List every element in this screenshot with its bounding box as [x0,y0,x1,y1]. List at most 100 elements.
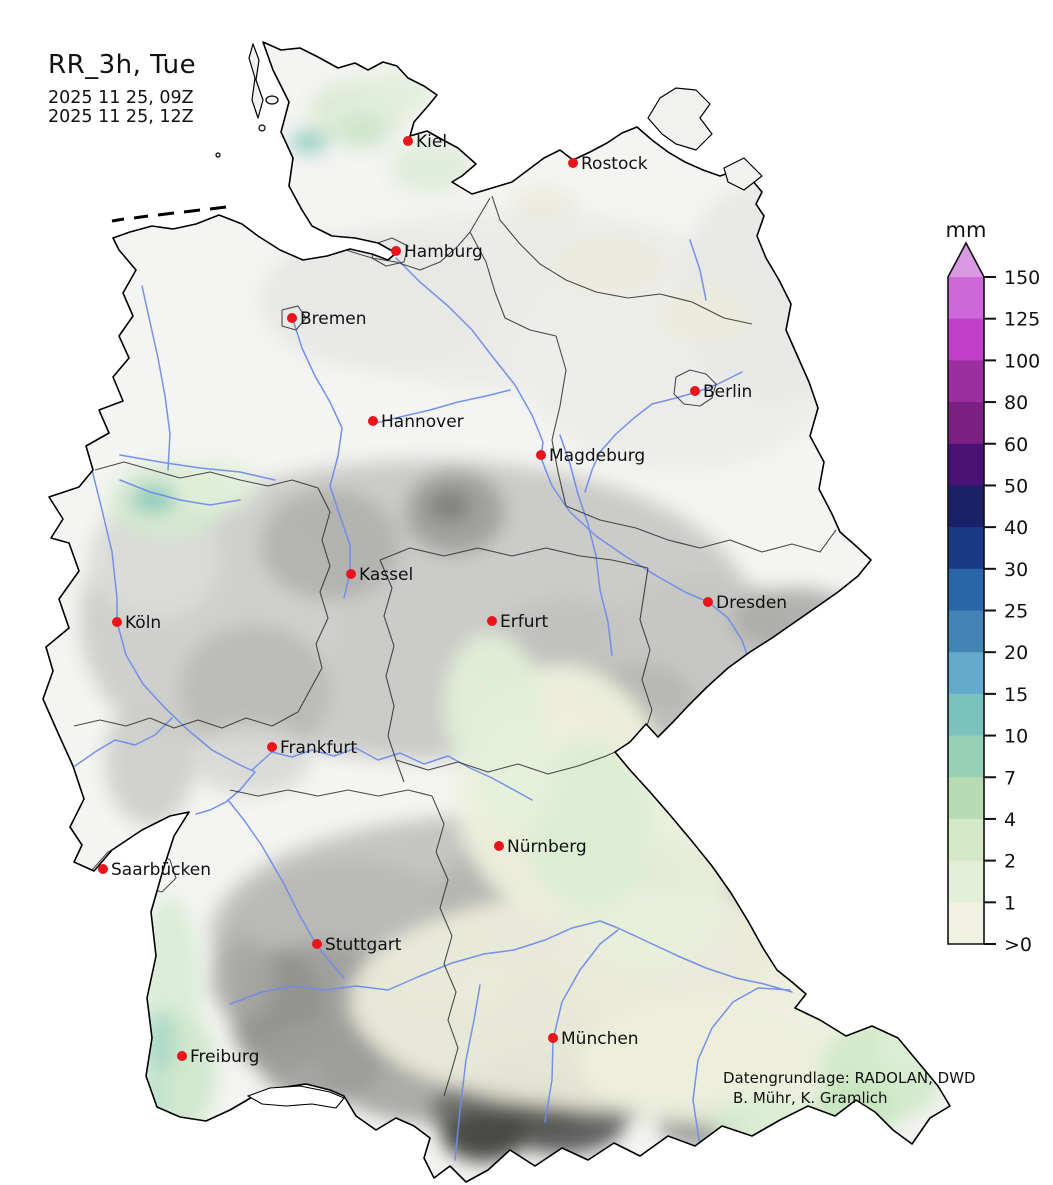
island-ruegen [647,87,713,151]
attribution-authors: B. Mühr, K. Gramlich [733,1089,888,1107]
valid-from-timestamp: 2025 11 25, 09Z [48,88,194,108]
island-foehr [265,95,279,105]
legend-tick-label-10: 10 [1004,726,1028,748]
city-label-köln: Köln [125,613,161,633]
river-isar [544,929,619,1123]
city-label-dresden: Dresden [716,593,787,613]
legend-tick-label-4: 4 [1004,809,1016,831]
legend-segment-12 [948,777,984,820]
city-label-saarbücken: Saarbücken [111,860,211,880]
colorbar-legend: mm 150 125 100 80 60 50 40 30 25 20 15 10 7 4 2 1 >0 [946,218,1041,956]
city-dot-erfurt [487,616,497,626]
legend-arrow [948,243,984,277]
city-label-stuttgart: Stuttgart [325,935,402,955]
legend-tick-label-125: 125 [1004,309,1040,331]
river-weser [292,319,351,599]
city-dot-bremen [287,313,297,323]
river-inn [692,987,791,1147]
legend-tick-label-25: 25 [1004,601,1028,623]
legend-tick-label-80: 80 [1004,392,1028,414]
legend-tick-label-30: 30 [1004,559,1028,581]
legend-tick-label-15: 15 [1004,684,1028,706]
valid-to-timestamp: 2025 11 25, 12Z [48,107,194,127]
city-label-kiel: Kiel [416,132,447,152]
city-label-bremen: Bremen [300,309,367,329]
river-havel [584,371,743,493]
legend-tick-label-40: 40 [1004,517,1028,539]
river-neckar [227,799,345,979]
country-outline [42,41,951,1183]
legend-tick-label->0: >0 [1004,934,1032,956]
islands-layer [111,43,763,223]
city-dot-münchen [548,1033,558,1043]
city-dot-stuttgart [312,939,322,949]
legend-segment-7 [948,568,984,612]
legend-segment-6 [948,527,984,570]
river-mosel [74,717,173,767]
precipitation-blobs [80,70,944,1162]
river-aller [371,389,511,425]
legend-segment-3 [948,402,984,445]
river-peene [689,239,707,301]
legend-tick-label-50: 50 [1004,475,1028,497]
island-sylt [248,43,264,119]
city-label-berlin: Berlin [703,382,752,402]
city-label-nürnberg: Nürnberg [507,837,587,857]
city-dot-frankfurt [267,742,277,752]
city-dot-rostock [568,158,578,168]
state-borders-layer [73,195,837,1097]
city-label-freiburg: Freiburg [190,1047,259,1067]
city-dot-magdeburg [536,450,546,460]
river-lech [454,984,481,1161]
river-main [251,747,533,801]
legend-tick-label-20: 20 [1004,642,1028,664]
river-danube [229,920,793,1005]
lake-constance [246,1085,345,1109]
city-label-erfurt: Erfurt [500,612,548,632]
city-markers-layer: Kiel Rostock Hamburg Bremen Berlin Hannover Ma… [98,132,787,1067]
river-rhine [91,469,256,815]
legend-segment-8 [948,610,984,653]
city-label-münchen: München [561,1029,639,1049]
legend-tick-label-100: 100 [1004,350,1040,372]
legend-tick-label-150: 150 [1004,267,1040,289]
city-dot-saarbücken [98,864,108,874]
legend-segment-15 [948,902,984,945]
river-saale [559,434,613,656]
legend-segment-9 [948,652,984,695]
city-dot-köln [112,617,122,627]
city-dot-hannover [368,416,378,426]
legend-segment-0 [948,277,984,320]
city-label-kassel: Kassel [359,565,413,585]
legend-segment-4 [948,443,984,487]
city-label-magdeburg: Magdeburg [549,446,645,466]
legend-segment-2 [948,360,984,403]
city-dot-kiel [403,136,413,146]
river-ruhr [119,479,241,506]
legend-segment-5 [948,485,984,528]
legend-segment-1 [948,318,984,361]
river-lippe [119,454,276,481]
legend-segment-10 [948,693,984,737]
legend-tick-label-7: 7 [1004,767,1016,789]
legend-unit-label: mm [946,218,987,242]
city-dot-dresden [703,597,713,607]
legend-segment-11 [948,735,984,778]
island-helgoland [215,152,221,158]
legend-tick-label-2: 2 [1004,851,1016,873]
map-title: RR_3h, Tue [48,50,197,80]
city-dot-berlin [690,386,700,396]
east-frisian-islands [111,205,227,223]
island-pellworm [258,124,266,132]
legend-tick-label-60: 60 [1004,434,1028,456]
city-label-frankfurt: Frankfurt [280,738,357,758]
city-label-hannover: Hannover [381,412,464,432]
legend-segment-13 [948,818,984,862]
attribution: Datengrundlage: RADOLAN, DWD B. Mühr, K.… [723,1068,976,1108]
city-label-hamburg: Hamburg [404,242,483,262]
city-dot-hamburg [391,246,401,256]
legend-tick-label-1: 1 [1004,892,1016,914]
city-dot-freiburg [177,1051,187,1061]
